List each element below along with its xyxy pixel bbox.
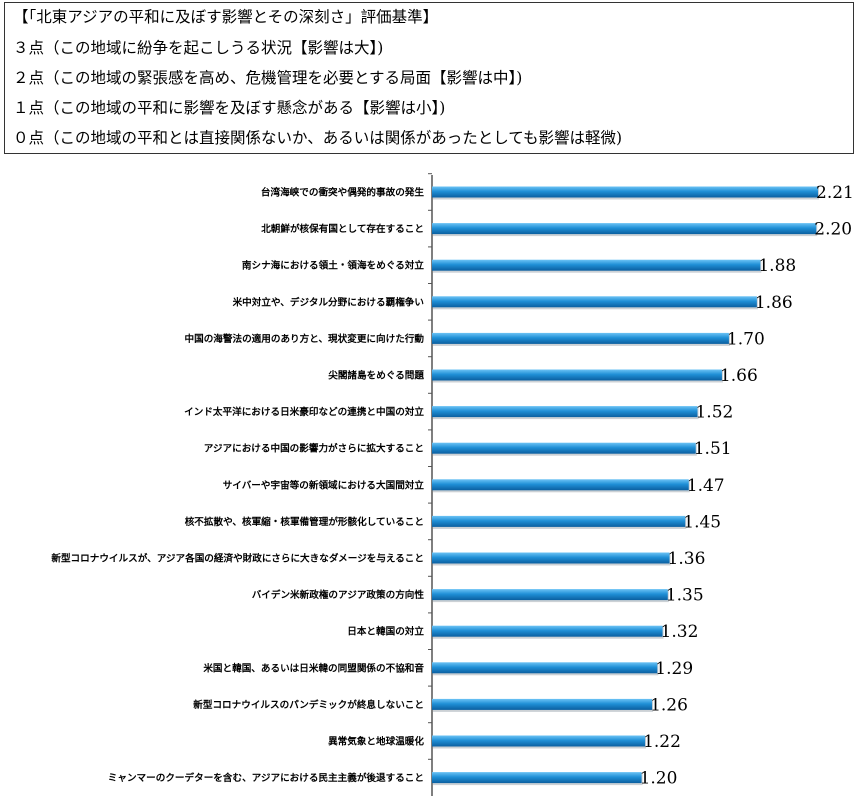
value-label: 2.21 — [816, 183, 854, 203]
value-label: 2.20 — [814, 220, 852, 240]
bar — [432, 589, 668, 601]
bar — [432, 223, 817, 235]
category-label: 尖閣諸島をめぐる問題 — [328, 370, 424, 382]
value-label: 1.26 — [650, 695, 688, 715]
category-label: 新型コロナウイルスが、アジア各国の経済や財政にさらに大きなダメージを与えること — [51, 553, 424, 565]
bar — [432, 515, 686, 527]
category-label: 異常気象と地球温暖化 — [328, 736, 424, 748]
evaluation-criteria-box: 【「北東アジアの平和に及ぼす影響とその深刻さ」評価基準】 ３点（この地域に紛争を… — [4, 2, 854, 154]
value-label: 1.22 — [643, 732, 681, 752]
criteria-line-0: ０点（この地域の平和とは直接関係ないか、あるいは関係があったとしても影響は軽微) — [13, 129, 623, 147]
criteria-line-2: ２点（この地域の緊張感を高め、危機管理を必要とする局面【影響は中】) — [13, 69, 523, 87]
criteria-line-3: ３点（この地域に紛争を起こしうる状況【影響は大】) — [13, 39, 384, 57]
bar — [432, 186, 818, 198]
value-label: 1.45 — [683, 512, 721, 532]
value-label: 1.86 — [755, 293, 793, 313]
category-label: アジアにおける中国の影響力がさらに拡大すること — [204, 443, 424, 455]
bar — [432, 442, 696, 454]
value-label: 1.88 — [758, 256, 796, 276]
bar — [432, 625, 663, 637]
category-label: 南シナ海における領土・領海をめぐる対立 — [242, 260, 424, 272]
value-label: 1.29 — [655, 659, 693, 679]
bar — [432, 735, 646, 747]
criteria-title: 【「北東アジアの平和に及ぼす影響とその深刻さ」評価基準】 — [13, 8, 439, 26]
bar — [432, 662, 658, 674]
category-label: サイバーや宇宙等の新領域における大国間対立 — [223, 479, 425, 491]
value-label: 1.70 — [727, 329, 765, 349]
category-label: 新型コロナウイルスのパンデミックが終息しないこと — [193, 699, 424, 711]
bar — [432, 296, 757, 308]
category-label: 日本と韓国の対立 — [347, 626, 424, 638]
bar — [432, 369, 722, 381]
bar — [432, 479, 689, 491]
value-label: 1.20 — [640, 769, 678, 789]
bar — [432, 552, 670, 564]
category-label: インド太平洋における日米豪印などの連携と中国の対立 — [184, 406, 424, 418]
value-label: 1.52 — [695, 403, 733, 423]
category-label: 核不拡散や、核軍縮・核軍備管理が形骸化していること — [185, 516, 424, 528]
value-label: 1.32 — [661, 622, 699, 642]
bar — [432, 259, 761, 271]
value-label: 1.47 — [687, 476, 725, 496]
category-label: 中国の海警法の適用のあり方と、現状変更に向けた行動 — [185, 333, 425, 345]
value-label: 1.36 — [668, 549, 706, 569]
bar — [432, 332, 729, 344]
criteria-line-1: １点（この地域の平和に影響を及ぼす懸念がある【影響は小】) — [13, 99, 446, 117]
category-label: ミャンマーのクーデターを含む、アジアにおける民主主義が後退すること — [108, 772, 424, 784]
value-label: 1.35 — [666, 586, 704, 606]
value-label: 1.66 — [720, 366, 758, 386]
category-label: 米国と韓国、あるいは日米韓の同盟関係の不協和音 — [202, 662, 424, 674]
category-label: 台湾海峡での衝突や偶発的事故の発生 — [261, 187, 424, 199]
category-label: バイデン米新政権のアジア政策の方向性 — [252, 589, 425, 601]
bar — [432, 698, 653, 710]
value-label: 1.51 — [694, 439, 732, 459]
category-label: 米中対立や、デジタル分野における覇権争い — [232, 296, 425, 308]
bar — [432, 406, 698, 418]
category-label: 北朝鮮が核保有国として存在すること — [261, 223, 424, 235]
bar — [432, 772, 642, 784]
